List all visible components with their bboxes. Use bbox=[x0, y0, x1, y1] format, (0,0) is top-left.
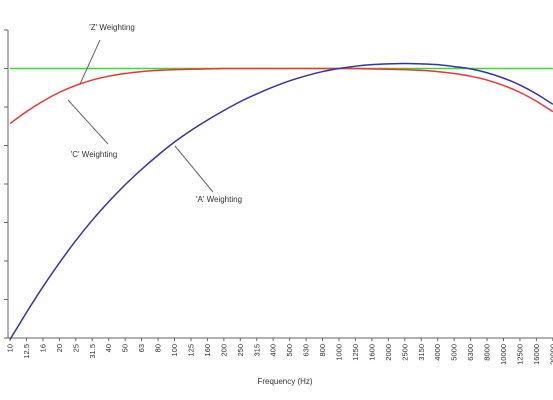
x-tick-label: 4000 bbox=[433, 344, 442, 361]
x-tick-label: 1000 bbox=[335, 344, 344, 361]
x-tick-label: 100 bbox=[170, 344, 179, 357]
x-tick-label: 10000 bbox=[499, 344, 508, 365]
x-axis-tick-labels: 10 12.5 16 20 25 31.5 40 50 63 80 100 125 160 200 250 3… bbox=[6, 344, 553, 365]
y-axis-ticks bbox=[4, 29, 8, 339]
x-tick-label: 1600 bbox=[367, 344, 376, 361]
x-tick-label: 16 bbox=[38, 344, 47, 352]
a-weighting-annotation: 'A' Weighting bbox=[196, 195, 242, 204]
x-tick-label: 6300 bbox=[466, 344, 475, 361]
x-tick-label: 80 bbox=[154, 344, 163, 352]
x-tick-label: 125 bbox=[186, 344, 195, 357]
x-tick-label: 160 bbox=[203, 344, 212, 357]
annotation-leader-line bbox=[174, 145, 214, 193]
x-tick-label: 8000 bbox=[483, 344, 492, 361]
x-tick-label: 16000 bbox=[532, 344, 541, 365]
x-tick-label: 3150 bbox=[417, 344, 426, 361]
x-tick-label: 63 bbox=[137, 344, 146, 352]
x-tick-label: 630 bbox=[302, 344, 311, 357]
c-weighting-line bbox=[9, 67, 553, 125]
x-tick-label: 2500 bbox=[400, 344, 409, 361]
x-tick-label: 315 bbox=[252, 344, 261, 357]
annotation-leader-line bbox=[67, 99, 109, 145]
x-tick-label: 25 bbox=[71, 344, 80, 352]
x-tick-label: 500 bbox=[285, 344, 294, 357]
x-tick-label: 31.5 bbox=[88, 344, 97, 359]
x-tick-label: 20 bbox=[55, 344, 64, 352]
annotation-leader-line bbox=[79, 39, 101, 85]
x-axis-title: Frequency (Hz) bbox=[257, 377, 312, 386]
series-annotations: 'Z' Weighting 'C' Weighting 'A' Weighting bbox=[71, 23, 242, 204]
x-tick-label: 200 bbox=[219, 344, 228, 357]
x-tick-label: 12500 bbox=[515, 344, 524, 365]
x-tick-label: 12.5 bbox=[22, 344, 31, 359]
x-tick-label: 50 bbox=[121, 344, 130, 352]
x-tick-label: 800 bbox=[318, 344, 327, 357]
x-tick-label: 250 bbox=[236, 344, 245, 357]
series-lines bbox=[9, 62, 553, 340]
c-weighting-annotation: 'C' Weighting bbox=[71, 150, 117, 159]
a-weighting-line bbox=[9, 62, 553, 340]
x-tick-label: 400 bbox=[269, 344, 278, 357]
z-weighting-annotation: 'Z' Weighting bbox=[89, 23, 135, 32]
annotation-leader-lines bbox=[67, 39, 214, 193]
x-tick-label: 5000 bbox=[450, 344, 459, 361]
x-tick-label: 2000 bbox=[384, 344, 393, 361]
x-tick-label: 20000 bbox=[548, 344, 553, 365]
x-tick-label: 10 bbox=[6, 344, 15, 352]
x-tick-label: 1250 bbox=[351, 344, 360, 361]
x-tick-label: 40 bbox=[104, 344, 113, 352]
